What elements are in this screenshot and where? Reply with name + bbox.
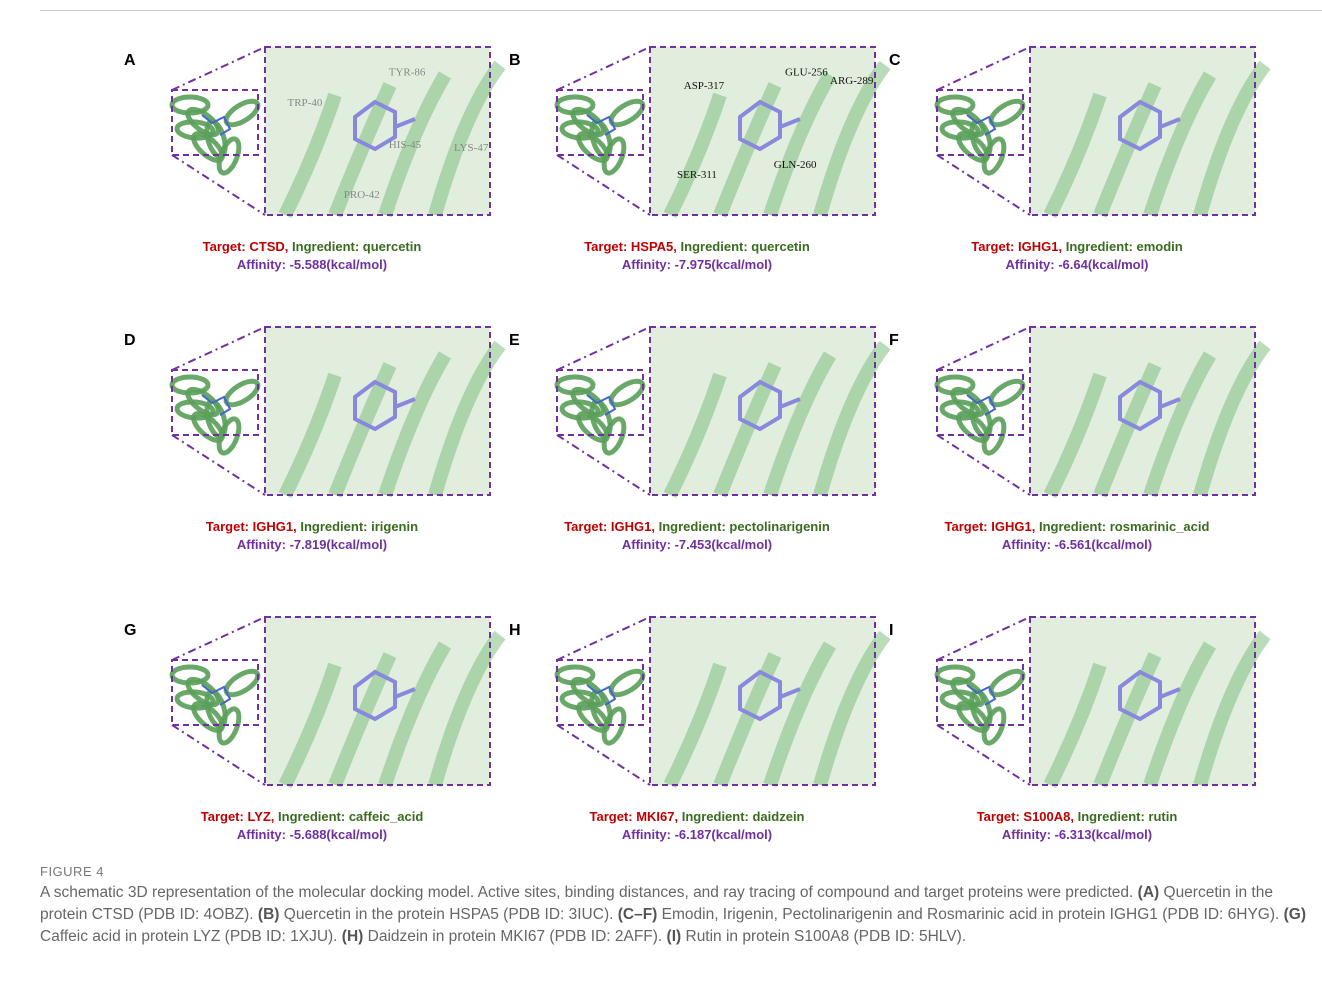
residue-label: GLN-260 <box>774 159 817 171</box>
target: Target: S100A8, <box>977 809 1074 824</box>
caption-ref: (H) <box>342 928 364 945</box>
ingredient: Ingredient: emodin <box>1066 239 1183 254</box>
residue-label: TYR-86 <box>389 67 426 79</box>
residue-label: ARG-289 <box>830 75 874 87</box>
affinity: Affinity: -6.313(kcal/mol) <box>1002 827 1152 842</box>
affinity: Affinity: -5.588(kcal/mol) <box>237 257 387 272</box>
panel-letter: E <box>509 332 520 349</box>
affinity: Affinity: -7.819(kcal/mol) <box>237 537 387 552</box>
connector <box>557 617 650 660</box>
caption-ref: (A) <box>1138 884 1160 901</box>
residue-label: HIS-45 <box>389 139 422 151</box>
panel-letter: G <box>124 622 136 639</box>
panel-letter: H <box>509 622 521 639</box>
figure: A TRP-40 TYR-86 HIS-45 LYS-47 PRO-42 Target: C… <box>0 0 1322 860</box>
target: Target: HSPA5, <box>584 239 677 254</box>
connector <box>937 47 1030 90</box>
caption-text: Rutin in protein S100A8 (PDB ID: 5HLV). <box>681 928 966 945</box>
panel-letter: F <box>889 332 899 349</box>
target-line: Target: IGHG1, Ingredient: emodin <box>971 239 1182 254</box>
target-line: Target: S100A8, Ingredient: rutin <box>977 809 1178 824</box>
caption-label: FIGURE 4 <box>40 864 104 879</box>
ingredient: Ingredient: caffeic_acid <box>278 809 423 824</box>
affinity: Affinity: -6.187(kcal/mol) <box>622 827 772 842</box>
ingredient: Ingredient: irigenin <box>300 519 418 534</box>
residue-label: TRP-40 <box>288 97 323 109</box>
panel: D Target: IGHG1, Ingredient: irigenin Affi… <box>124 327 500 552</box>
caption-text: Daidzein in protein MKI67 (PDB ID: 2AFF)… <box>363 928 666 945</box>
caption: A schematic 3D representation of the mol… <box>40 882 1310 948</box>
caption-text: Emodin, Irigenin, Pectolinarigenin and R… <box>657 906 1283 923</box>
panel: E Target: IGHG1, Ingredient: pectolinarig… <box>509 327 885 552</box>
connector <box>172 47 265 90</box>
connector <box>557 47 650 90</box>
affinity: Affinity: -7.453(kcal/mol) <box>622 537 772 552</box>
target-line: Target: HSPA5, Ingredient: quercetin <box>584 239 810 254</box>
affinity: Affinity: -6.561(kcal/mol) <box>1002 537 1152 552</box>
caption-ref: (G) <box>1284 906 1306 923</box>
panel: G Target: LYZ, Ingredient: caffeic_acid Af… <box>124 617 500 842</box>
caption-text: Quercetin in the protein HSPA5 (PDB ID: … <box>279 906 617 923</box>
panel-letter: B <box>509 52 521 69</box>
caption-ref: (I) <box>667 928 682 945</box>
ingredient: Ingredient: quercetin <box>681 239 810 254</box>
caption-text: A schematic 3D representation of the mol… <box>40 884 1138 901</box>
panel: I Target: S100A8, Ingredient: rutin Affini… <box>889 617 1265 842</box>
connector <box>172 327 265 370</box>
panel: A TRP-40 TYR-86 HIS-45 LYS-47 PRO-42 Target: C… <box>124 47 500 272</box>
connector <box>172 617 265 660</box>
residue-label: LYS-47 <box>454 142 489 154</box>
target: Target: IGHG1, <box>971 239 1062 254</box>
panel: C Target: IGHG1, Ingredient: emodin Affini… <box>889 47 1265 272</box>
affinity: Affinity: -5.688(kcal/mol) <box>237 827 387 842</box>
panel-letter: D <box>124 332 136 349</box>
residue-label: SER-311 <box>677 169 717 181</box>
connector <box>557 327 650 370</box>
ingredient: Ingredient: pectolinarigenin <box>659 519 830 534</box>
target-line: Target: IGHG1, Ingredient: rosmarinic_ac… <box>945 519 1210 534</box>
target: Target: IGHG1, <box>206 519 297 534</box>
panel-letter: C <box>889 52 901 69</box>
panel: F Target: IGHG1, Ingredient: rosmarinic_a… <box>889 327 1265 552</box>
target-line: Target: MKI67, Ingredient: daidzein <box>589 809 804 824</box>
panel-letter: A <box>124 52 136 69</box>
target: Target: CTSD, <box>203 239 289 254</box>
panel: H Target: MKI67, Ingredient: daidzein Affi… <box>509 617 885 842</box>
page: A TRP-40 TYR-86 HIS-45 LYS-47 PRO-42 Target: C… <box>0 0 1322 995</box>
caption-text: Caffeic acid in protein LYZ (PDB ID: 1XJ… <box>40 928 342 945</box>
residue-label: PRO-42 <box>344 189 380 201</box>
panel-letter: I <box>889 622 893 639</box>
target-line: Target: LYZ, Ingredient: caffeic_acid <box>201 809 424 824</box>
residue-label: ASP-317 <box>684 80 725 92</box>
affinity: Affinity: -7.975(kcal/mol) <box>622 257 772 272</box>
affinity: Affinity: -6.64(kcal/mol) <box>1005 257 1148 272</box>
target: Target: IGHG1, <box>945 519 1036 534</box>
ingredient: Ingredient: daidzein <box>682 809 805 824</box>
ingredient: Ingredient: rutin <box>1078 809 1178 824</box>
ingredient: Ingredient: rosmarinic_acid <box>1039 519 1210 534</box>
caption-ref: (C–F) <box>618 906 658 923</box>
target: Target: IGHG1, <box>564 519 655 534</box>
target-line: Target: CTSD, Ingredient: quercetin <box>203 239 422 254</box>
target-line: Target: IGHG1, Ingredient: irigenin <box>206 519 418 534</box>
residue-label: GLU-256 <box>785 67 828 79</box>
connector <box>937 617 1030 660</box>
target-line: Target: IGHG1, Ingredient: pectolinarige… <box>564 519 830 534</box>
caption-ref: (B) <box>258 906 280 923</box>
target: Target: LYZ, <box>201 809 275 824</box>
connector <box>937 327 1030 370</box>
ingredient: Ingredient: quercetin <box>292 239 421 254</box>
target: Target: MKI67, <box>589 809 678 824</box>
